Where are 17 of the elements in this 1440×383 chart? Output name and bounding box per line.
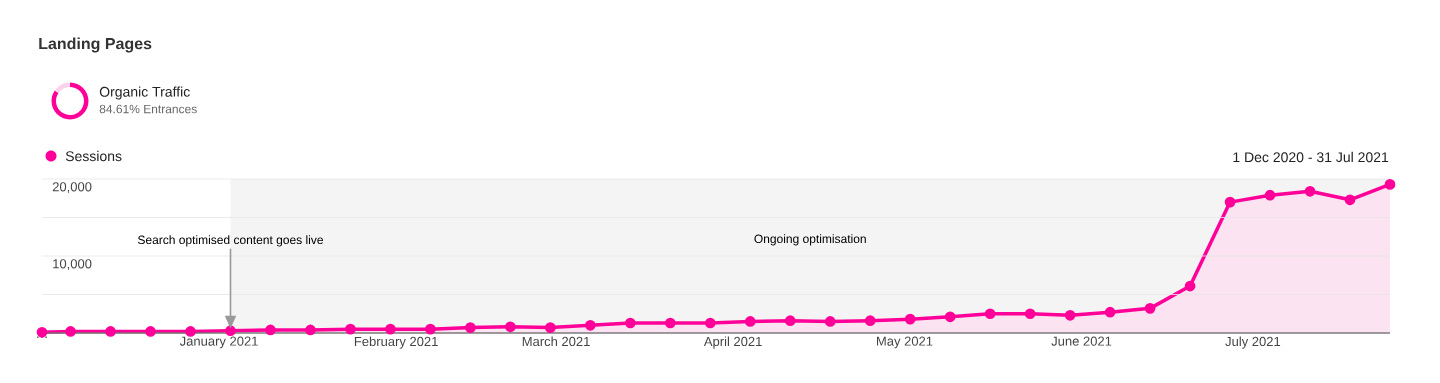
y-tick-label: 10,000 — [53, 259, 92, 270]
x-tick-label: June 2021 — [1051, 336, 1112, 346]
x-tick-label: April 2021 — [703, 336, 762, 349]
x-tick-label: July 2021 — [1225, 336, 1281, 349]
annotation: Search optimised content goes live — [137, 235, 323, 247]
band-label: Ongoing optimisation — [754, 234, 866, 246]
slice-label: Organic Traffic — [99, 86, 190, 100]
chart-title: Landing Pages — [39, 37, 152, 53]
x-tick-label: March 2021 — [522, 336, 590, 347]
text: 1 Dec 2020 - 31 Jul 2021 — [1233, 151, 1389, 163]
x-tick-label: … — [37, 336, 47, 338]
x-tick-label: February 2021 — [354, 336, 438, 349]
x-tick-label: January 2021 — [179, 336, 258, 349]
y-tick-label: 20,000 — [52, 182, 92, 193]
data-label: 84.61% Entrances — [99, 104, 197, 114]
x-tick-label: May 2021 — [877, 336, 933, 349]
legend-label: Sessions — [65, 150, 122, 162]
